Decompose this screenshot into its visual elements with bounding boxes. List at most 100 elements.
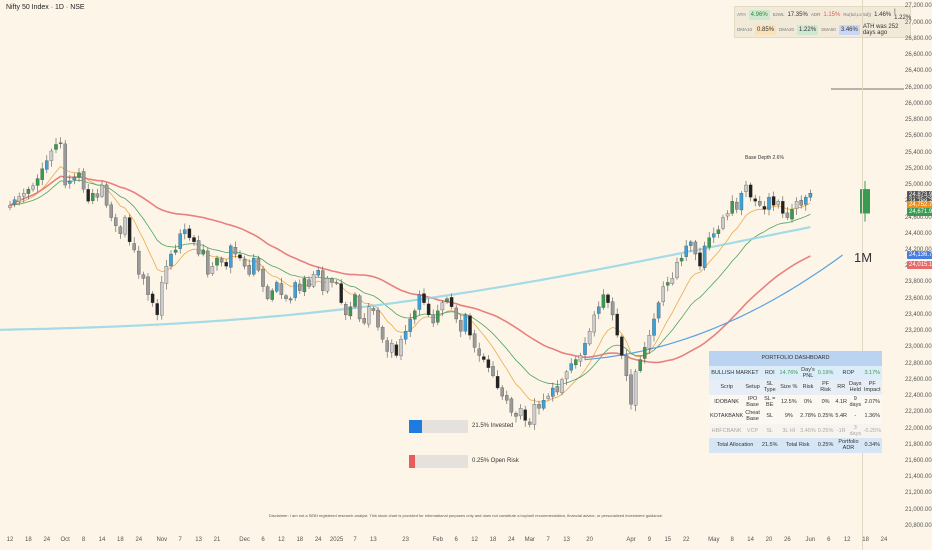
dashboard-cell: SL: [766, 427, 774, 434]
x-tick-label: 2025: [329, 537, 344, 543]
sma200-blue-line: [584, 254, 843, 361]
candle-body: [408, 318, 412, 332]
x-tick-label: 24: [314, 537, 322, 543]
candle-body: [330, 278, 334, 283]
pnl-label: Day's PNL: [801, 366, 815, 379]
candle-body: [684, 245, 688, 257]
candle-body: [40, 168, 44, 180]
x-tick-label: 13: [195, 537, 202, 543]
base-depth-label: Base Depth 2.6%: [745, 155, 784, 161]
candle-body: [321, 270, 325, 291]
portfolio-adr-label: Portfolio ADR: [838, 439, 859, 452]
x-tick-label: May: [708, 537, 720, 543]
candle-body: [638, 359, 642, 371]
candle-body: [601, 294, 606, 308]
candle-body: [224, 261, 228, 267]
candle-body: [523, 409, 527, 421]
ath-label: ATH: [737, 12, 746, 17]
x-tick-label: 14: [98, 537, 106, 543]
candle-body: [403, 330, 408, 340]
y-tick-label: 25,200.00: [905, 165, 932, 172]
candle-body: [679, 257, 684, 262]
y-tick-label: 25,600.00: [905, 133, 932, 140]
candle-body: [169, 253, 173, 267]
x-tick-label: 12: [843, 537, 851, 543]
candle-body: [569, 363, 573, 371]
candle-body: [288, 298, 293, 301]
roi-value: 14.76%: [779, 369, 799, 376]
y-tick-label: 21,400.00: [905, 474, 932, 481]
y-tick-label: 26,000.00: [905, 100, 932, 107]
dashboard-cell: 0.25%: [817, 427, 834, 434]
y-tick-label: 23,400.00: [905, 311, 932, 318]
ru-extra: | 1.22%: [894, 8, 912, 21]
x-tick-label: 7: [546, 537, 550, 543]
dashboard-cell: VCP: [746, 427, 759, 434]
candle-body: [164, 266, 169, 284]
candle-body: [100, 184, 104, 197]
candle-body: [785, 212, 790, 218]
dashboard-header-cell: Scrip: [720, 384, 733, 391]
x-tick-label: 26: [784, 537, 791, 543]
candle-body: [298, 283, 302, 291]
dashboard-header-cell: RR: [837, 384, 846, 391]
candle-body: [178, 233, 182, 249]
candle-body: [574, 359, 578, 366]
candle-body: [302, 278, 307, 293]
candle-body: [739, 193, 744, 211]
dashboard-header-cell: SL Type: [763, 381, 776, 394]
dashboard-cell: IDOBANK: [714, 398, 739, 405]
ema10-line: [9, 165, 811, 403]
dashboard-header-row: Scrip Setup SL Type Size % Risk PF Risk RR Days…: [709, 380, 882, 395]
portfolio-dashboard: PORTFOLIO DASHBOARD BULLISH MARKET ROI 1…: [709, 351, 882, 453]
candle-body: [808, 193, 813, 198]
candle-body: [725, 213, 730, 217]
candle-body: [311, 274, 316, 287]
candle-body: [417, 294, 422, 310]
chart-title: Nifty 50 Index · 1D · NSE: [6, 4, 85, 11]
y-tick-label: 21,000.00: [905, 506, 932, 513]
candle-body: [192, 237, 196, 243]
y-tick-label: 27,200.00: [905, 3, 932, 10]
candle-body: [698, 252, 702, 267]
candle-body: [68, 180, 72, 184]
candle-body: [367, 306, 371, 325]
candle-body: [325, 278, 330, 292]
invested-label: 21.5% Invested: [472, 423, 514, 429]
candle-body: [150, 293, 155, 303]
price-axis[interactable]: 20,800.00 21,000.00 21,200.00 21,400.00 21,6…: [862, 0, 932, 550]
candle-body: [633, 371, 638, 406]
price-label-box: 24,136.79: [907, 251, 932, 260]
candle-body: [229, 245, 233, 268]
candle-body: [583, 343, 587, 355]
dma10-value: 0.85%: [755, 24, 777, 35]
sma50-line: [9, 175, 811, 364]
y-tick-label: 20,800.00: [905, 522, 932, 529]
candle-body: [624, 355, 629, 376]
candle-body: [610, 301, 615, 316]
x-tick-label: 23: [402, 537, 409, 543]
x-tick-label: 15: [664, 537, 672, 543]
total-risk-label: Total Risk: [785, 442, 810, 449]
total-allocation-label: Total Allocation: [716, 442, 754, 449]
candle-body: [532, 404, 537, 425]
candle-body: [49, 150, 54, 161]
candle-body: [514, 413, 518, 417]
candle-body: [762, 206, 767, 210]
candle-body: [440, 302, 445, 311]
candle-body: [758, 201, 762, 206]
dma20-label: DMA20: [779, 27, 795, 32]
ath-note: ATH was 252 days ago: [862, 23, 899, 36]
x-tick-label: 12: [471, 537, 478, 543]
y-tick-label: 23,600.00: [905, 295, 932, 302]
y-tick-label: 21,800.00: [905, 441, 932, 448]
candle-body: [348, 306, 353, 317]
x-tick-label: 21: [213, 537, 221, 543]
dashboard-header-cell: PF Impact: [864, 381, 881, 394]
x-tick-label: 6: [454, 537, 458, 543]
dashboard-cell: KOTAKBANK: [710, 413, 744, 420]
x-tick-label: 8: [730, 537, 734, 543]
x-tick-label: 24: [43, 537, 51, 543]
chart-decorations: [831, 88, 904, 222]
